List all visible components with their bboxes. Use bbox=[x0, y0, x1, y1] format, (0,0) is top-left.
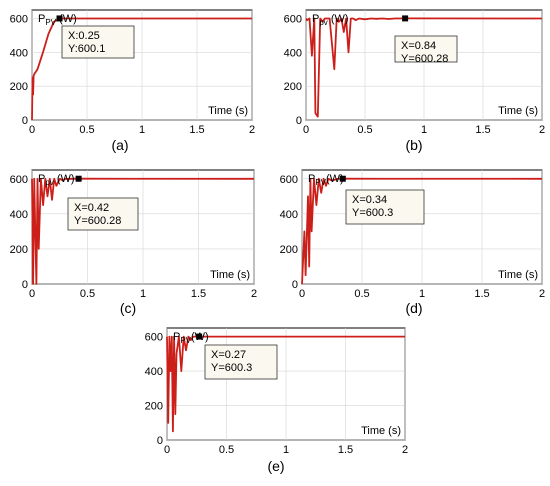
datatip-marker bbox=[56, 15, 63, 22]
y-tick-label: 600 bbox=[280, 174, 298, 186]
y-tick-label: 400 bbox=[10, 47, 28, 59]
datatip-text: Y=600.3 bbox=[211, 362, 252, 374]
datatip-text: Y=600.3 bbox=[352, 207, 393, 219]
chart-panel-3: 0 0.5 1 1.5 2 0 200 400 600 X=0.42Y=600.28 Ppv (W)… bbox=[10, 169, 257, 316]
datatip-text: X=0.34 bbox=[352, 194, 387, 206]
y-tick-label: 600 bbox=[145, 332, 163, 344]
chart-panel-1: 0 0.5 1 1.5 2 0 200 400 600 X:0.25Y:600.1 PPV (W) T… bbox=[10, 9, 255, 153]
chart-panel-5: 0 0.5 1 1.5 2 0 200 400 600 X=0.27Y=600.3 PPV(W) Ti… bbox=[145, 327, 408, 474]
datatip-text: X:0.25 bbox=[68, 30, 100, 42]
y-tick-label: 200 bbox=[10, 81, 28, 93]
panel-caption: (c) bbox=[120, 300, 136, 316]
x-axis-label: Time (s) bbox=[208, 105, 248, 117]
panel-caption: (b) bbox=[405, 137, 422, 153]
y-tick-label: 0 bbox=[22, 279, 28, 291]
y-tick-label: 200 bbox=[284, 81, 302, 93]
y-axis-label: PPV (W) bbox=[38, 13, 77, 27]
y-tick-label: 0 bbox=[22, 115, 28, 127]
x-tick-label: 1 bbox=[419, 288, 425, 300]
datatip-text: Y=600.28 bbox=[401, 53, 448, 65]
chart-panel-2: 0 0.5 1 1.5 2 0 200 400 600 X=0.84Y=600.28 Ppv (W)… bbox=[284, 9, 545, 153]
x-tick-label: 2 bbox=[402, 444, 408, 456]
x-tick-label: 1 bbox=[421, 124, 427, 136]
panel-caption: (e) bbox=[267, 458, 284, 474]
x-tick-label: 0.5 bbox=[354, 288, 369, 300]
x-tick-label: 0 bbox=[29, 124, 35, 136]
x-tick-label: 1.5 bbox=[189, 124, 204, 136]
y-tick-label: 0 bbox=[296, 115, 302, 127]
x-tick-label: 0.5 bbox=[79, 124, 94, 136]
x-axis-label: Time (s) bbox=[498, 105, 538, 117]
x-tick-label: 1 bbox=[283, 444, 289, 456]
series-line bbox=[301, 177, 543, 285]
x-tick-label: 2 bbox=[251, 288, 257, 300]
x-tick-label: 2 bbox=[539, 124, 545, 136]
y-tick-label: 0 bbox=[292, 279, 298, 291]
y-tick-label: 400 bbox=[145, 366, 163, 378]
series-line bbox=[31, 177, 255, 285]
y-tick-label: 200 bbox=[145, 401, 163, 413]
y-tick-label: 0 bbox=[157, 435, 163, 447]
y-axis-label: Ppv (W) bbox=[38, 173, 75, 187]
x-tick-label: 0.5 bbox=[219, 444, 234, 456]
x-tick-label: 1.5 bbox=[475, 124, 490, 136]
x-tick-label: 0 bbox=[303, 124, 309, 136]
x-tick-label: 0.5 bbox=[357, 124, 372, 136]
chart-panel-4: 0 0.5 1 1.5 2 0 200 400 600 X=0.34Y=600.3 PPV(W) Ti… bbox=[280, 169, 545, 316]
y-axis-label: PPV(W) bbox=[308, 173, 344, 187]
x-tick-label: 1 bbox=[140, 288, 146, 300]
series-line bbox=[305, 17, 543, 118]
x-tick-label: 1.5 bbox=[191, 288, 206, 300]
x-axis-label: Time (s) bbox=[361, 425, 401, 437]
datatip-box bbox=[67, 197, 139, 231]
datatip-text: Y:600.1 bbox=[68, 43, 105, 55]
x-tick-label: 0 bbox=[164, 444, 170, 456]
datatip-marker bbox=[75, 175, 82, 182]
datatip-box bbox=[61, 25, 135, 59]
x-tick-label: 1 bbox=[139, 124, 145, 136]
panel-caption: (a) bbox=[111, 137, 128, 153]
x-tick-label: 2 bbox=[539, 288, 545, 300]
y-axis-label: Ppv (W) bbox=[312, 13, 349, 27]
x-axis-label: Time (s) bbox=[498, 269, 538, 281]
panel-caption: (d) bbox=[405, 300, 422, 316]
datatip-text: X=0.84 bbox=[401, 40, 436, 52]
x-tick-label: 0 bbox=[299, 288, 305, 300]
x-tick-label: 0.5 bbox=[80, 288, 95, 300]
datatip-text: Y=600.28 bbox=[74, 215, 121, 227]
datatip-text: X=0.27 bbox=[211, 349, 246, 361]
datatip-box bbox=[345, 189, 425, 225]
datatip-text: X=0.42 bbox=[74, 202, 109, 214]
y-tick-label: 600 bbox=[10, 13, 28, 25]
y-tick-label: 400 bbox=[284, 47, 302, 59]
series-line bbox=[166, 335, 405, 433]
x-tick-label: 1.5 bbox=[474, 288, 489, 300]
datatip-box bbox=[204, 344, 278, 380]
x-tick-label: 0 bbox=[29, 288, 35, 300]
y-axis-label: PPV(W) bbox=[173, 331, 209, 345]
y-tick-label: 400 bbox=[280, 209, 298, 221]
y-tick-label: 600 bbox=[10, 174, 28, 186]
datatip-marker bbox=[196, 333, 203, 340]
y-tick-label: 600 bbox=[284, 13, 302, 25]
datatip-box bbox=[394, 35, 458, 63]
y-tick-label: 200 bbox=[280, 244, 298, 256]
datatip-marker bbox=[339, 175, 346, 182]
x-tick-label: 1.5 bbox=[338, 444, 353, 456]
datatip-marker bbox=[402, 15, 409, 22]
y-tick-label: 200 bbox=[10, 244, 28, 256]
x-axis-label: Time (s) bbox=[210, 269, 250, 281]
y-tick-label: 400 bbox=[10, 209, 28, 221]
x-tick-label: 2 bbox=[249, 124, 255, 136]
